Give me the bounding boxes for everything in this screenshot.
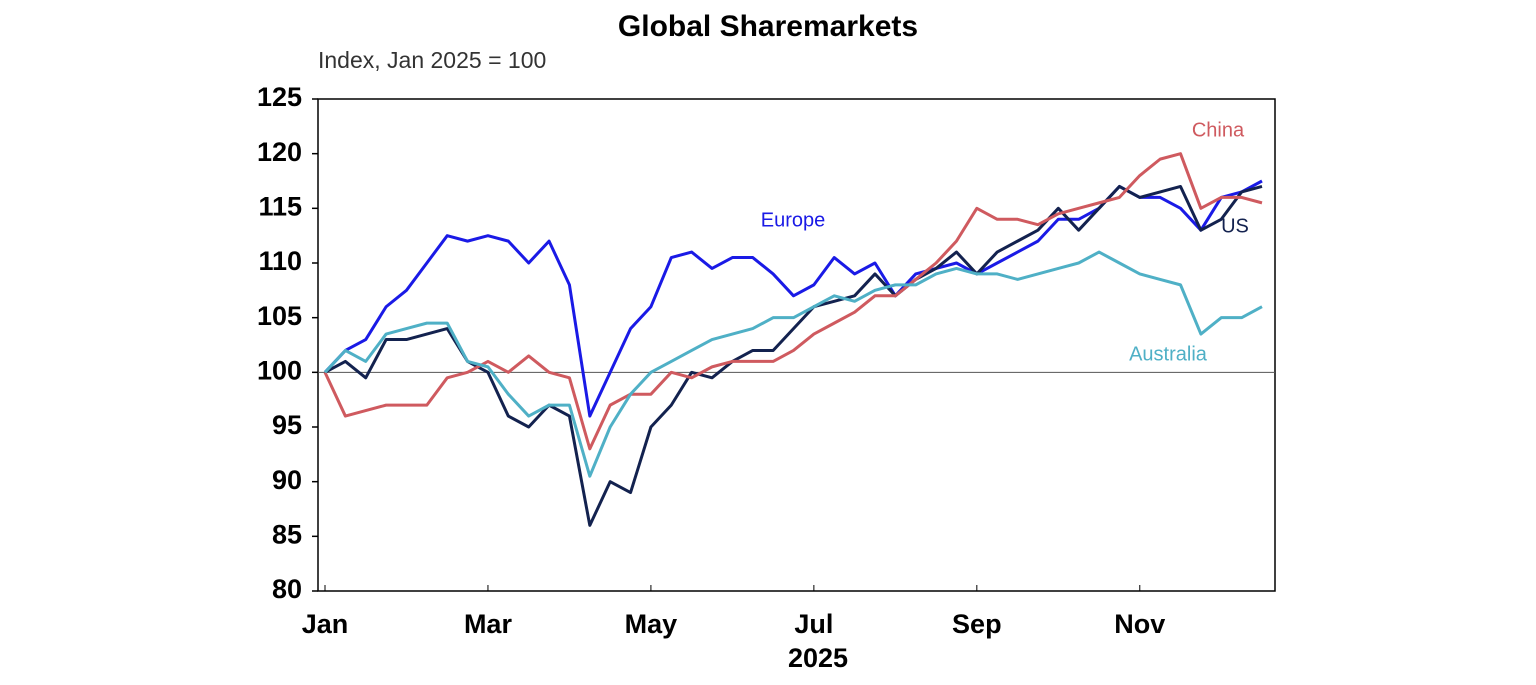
y-tick-label: 100	[257, 355, 302, 385]
y-tick-label: 95	[272, 410, 302, 440]
x-tick-label: Sep	[952, 609, 1002, 639]
series-label: US	[1221, 215, 1249, 237]
x-tick-label: Nov	[1114, 609, 1165, 639]
plot-frame	[317, 98, 1276, 592]
y-tick-label: 90	[272, 465, 302, 495]
chart-title: Global Sharemarkets	[618, 10, 918, 43]
x-tick-label: Mar	[464, 609, 513, 639]
y-tick-label: 80	[272, 574, 302, 604]
y-tick-label: 85	[272, 519, 302, 549]
x-axis-label: 2025	[788, 643, 848, 673]
series-line	[323, 152, 1263, 451]
series-label: Australia	[1129, 343, 1208, 365]
series-line	[323, 250, 1263, 478]
series-label: Europe	[761, 209, 826, 231]
y-tick-label: 120	[257, 137, 302, 167]
x-tick-label: May	[625, 609, 678, 639]
x-tick-label: Jul	[794, 609, 833, 639]
y-tick-label: 115	[258, 191, 302, 221]
series-label: China	[1192, 119, 1245, 141]
y-tick-label: 125	[257, 82, 302, 112]
x-tick-label: Jan	[302, 609, 349, 639]
y-tick-label: 105	[257, 301, 302, 331]
y-tick-label: 110	[258, 246, 302, 276]
chart-subtitle: Index, Jan 2025 = 100	[318, 47, 546, 73]
